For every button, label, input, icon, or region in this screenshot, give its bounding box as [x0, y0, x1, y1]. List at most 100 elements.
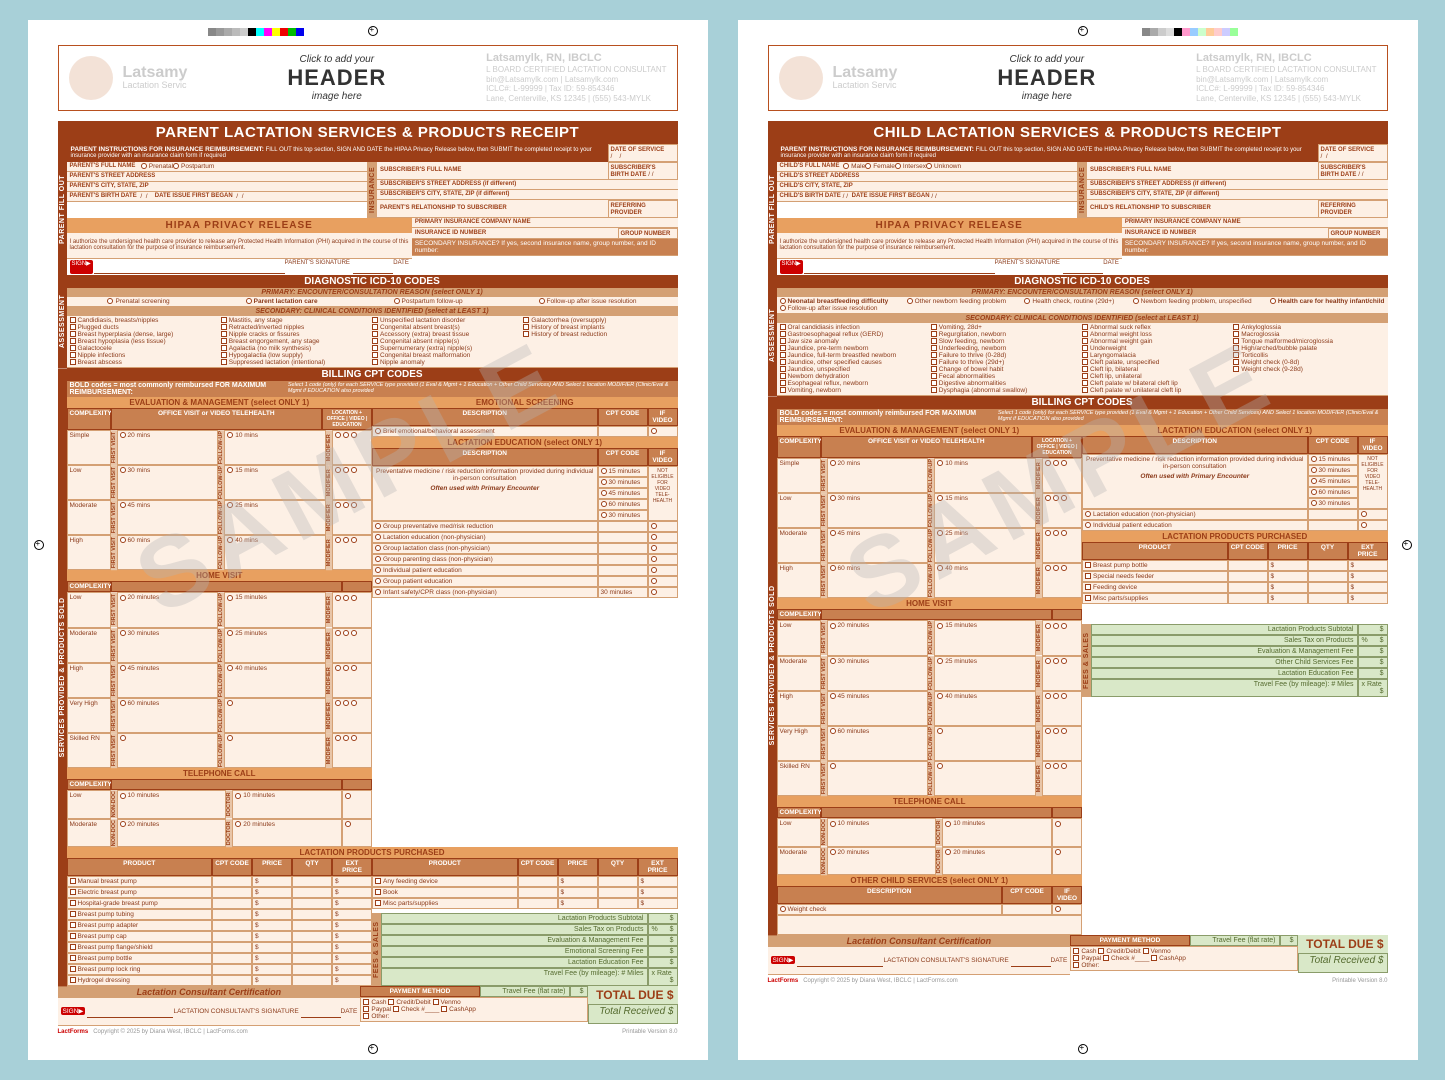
field-row[interactable]: INSURANCE ID NUMBER: [412, 228, 618, 239]
edu-rows: Group preventative med/risk reductionLac…: [372, 521, 678, 598]
sign-icon: SIGN▶: [61, 1007, 86, 1015]
color-bar-right: [1142, 28, 1238, 36]
icd-primary-row[interactable]: Prenatal screening Parent lactation care…: [67, 297, 678, 307]
field-row[interactable]: SUBSCRIBER'S FULL NAME: [377, 162, 608, 180]
icd-title: DIAGNOSTIC ICD-10 CODES: [67, 275, 678, 288]
secondary-ins[interactable]: SECONDARY INSURANCE? If yes, second insu…: [412, 239, 678, 256]
prod-left-table: PRODUCTCPT CODEPRICEQTYEXT PRICEManual b…: [67, 858, 373, 986]
credentials: Latsamylk, RN, IBCLC L BOARD CERTIFIED L…: [486, 52, 666, 104]
vtab-services: SERVICES PROVIDED & PRODUCTS SOLD: [58, 368, 67, 986]
field-row[interactable]: PARENT'S STREET ADDRESS: [67, 172, 368, 182]
reg-mark: [34, 540, 44, 550]
field-row[interactable]: CHILD'S BIRTH DATE / / DATE ISSUE FIRST …: [777, 192, 1078, 202]
cpt-section: SERVICES PROVIDED & PRODUCTS SOLD BILLIN…: [768, 396, 1388, 935]
home-title: HOME VISIT: [67, 570, 373, 581]
logo-icon: [69, 56, 113, 100]
field-row[interactable]: PARENT'S FULL NAME Prenatal Postpartum: [67, 162, 368, 172]
em-rows-c: SimpleFIRST VISIT20 minsFOLLOW-UP10 mins…: [777, 458, 1083, 599]
hipaa-text: I authorize the undersigned health care …: [67, 233, 412, 259]
header-box[interactable]: Latsamy Lactation Servic Click to add yo…: [768, 45, 1388, 111]
parent-signature[interactable]: [94, 260, 284, 274]
date-of-service[interactable]: DATE OF SERVICE/ /: [1318, 144, 1388, 162]
icd-child-col-3: AnkyloglossiaMacroglossiaTongue malforme…: [1233, 324, 1384, 373]
logo-icon: [779, 56, 823, 100]
icd-col-2: Unspecified lactation disorderCongenital…: [372, 317, 523, 366]
home-rows-c: COMPLEXITYLowFIRST VISIT20 minutesFOLLOW…: [777, 609, 1083, 796]
total-due: TOTAL DUE $: [588, 986, 678, 1004]
fees-rows-child: Lactation Products Subtotal$Sales Tax on…: [1091, 624, 1388, 697]
reg-mark: [1078, 26, 1088, 36]
reg-mark: [368, 1044, 378, 1054]
cpt-note: BOLD codes = most commonly reimbursed FO…: [67, 381, 678, 397]
referring[interactable]: REFERRING PROVIDER: [608, 200, 678, 218]
page-title: PARENT LACTATION SERVICES & PRODUCTS REC…: [58, 121, 678, 144]
field-row[interactable]: SUBSCRIBER'S CITY, STATE, ZIP (if differ…: [377, 190, 678, 200]
vtab-insurance: INSURANCE: [1078, 162, 1087, 218]
payment-options[interactable]: Cash Credit/Debit Venmo Paypal Check #__…: [360, 997, 587, 1022]
hipaa-title: HIPAA PRIVACY RELEASE: [67, 218, 412, 233]
instructions: PARENT INSTRUCTIONS FOR INSURANCE REIMBU…: [67, 144, 608, 162]
icd-primary: PRIMARY: ENCOUNTER/CONSULTATION REASON (…: [67, 288, 678, 297]
field-row[interactable]: PARENT'S BIRTH DATE / / DATE ISSUE FIRST…: [67, 192, 368, 202]
child-sheet: SAMPLE Latsamy Lactation Servic Click to…: [738, 20, 1418, 1060]
icd-conditions[interactable]: Candidiasis, breasts/nipplesPlugged duct…: [67, 316, 678, 368]
emo-row[interactable]: Brief emotional/behavioral assessment: [372, 426, 598, 437]
edu-title: LACTATION EDUCATION (select ONLY 1): [372, 437, 678, 448]
icd-child-col-0: Oral candidiasis infectionGastroesophage…: [780, 324, 931, 394]
instructions: PARENT INSTRUCTIONS FOR INSURANCE REIMBU…: [777, 144, 1318, 162]
sign-date[interactable]: [353, 260, 393, 274]
icd-section: ASSESSMENT DIAGNOSTIC ICD-10 CODES PRIMA…: [768, 275, 1388, 396]
group-number[interactable]: GROUP NUMBER: [618, 228, 678, 239]
field-row[interactable]: PRIMARY INSURANCE COMPANY NAME: [412, 218, 678, 228]
header-box[interactable]: Latsamy Lactation Servic Click to add yo…: [58, 45, 678, 111]
total-received: Total Received $: [588, 1004, 678, 1024]
page-title: CHILD LACTATION SERVICES & PRODUCTS RECE…: [768, 121, 1388, 144]
footer: LactForms Copyright © 2025 by Diana West…: [768, 978, 1388, 984]
em-title: EVALUATION & MANAGEMENT (select ONLY 1): [67, 397, 373, 408]
brand: Latsamy Lactation Servic: [833, 65, 898, 90]
reg-mark: [1078, 1044, 1088, 1054]
sign-icon: SIGN▶: [70, 260, 93, 274]
vtab-assessment: ASSESSMENT: [768, 275, 777, 396]
vtab-insurance: INSURANCE: [368, 162, 377, 218]
sub-birth[interactable]: SUBSCRIBER'S BIRTH DATE / /: [608, 162, 678, 180]
header-prompt: Click to add your HEADER image here: [197, 54, 476, 102]
cpt-title: BILLING CPT CODES: [67, 368, 678, 381]
credentials: Latsamylk, RN, IBCLC L BOARD CERTIFIED L…: [1196, 52, 1376, 104]
date-of-service[interactable]: DATE OF SERVICE/ /: [608, 144, 678, 162]
brand: Latsamy Lactation Servic: [123, 65, 188, 90]
color-bar-left: [208, 28, 304, 36]
reg-mark: [1402, 540, 1412, 550]
tel-rows-c: COMPLEXITYLowNON-DOC10 minutesDOCTOR10 m…: [777, 807, 1083, 875]
icd-child-col-1: Vomiting, 28d+Regurgitation, newbornSlow…: [931, 324, 1082, 394]
field-row[interactable]: PARENT'S RELATIONSHIP TO SUBSCRIBER: [377, 200, 608, 218]
cert-date[interactable]: [301, 1004, 341, 1018]
prod-child-table: PRODUCTCPT CODEPRICEQTYEXT PRICEBreast p…: [1082, 542, 1388, 604]
emo-title: EMOTIONAL SCREENING: [372, 397, 678, 408]
parent-sheet: SAMPLE Latsamy Lactation Servic Click to…: [28, 20, 708, 1060]
field-row[interactable]: SUBSCRIBER'S STREET ADDRESS (if differen…: [377, 180, 678, 190]
edu-rows-c: Lactation education (non-physician)Indiv…: [1082, 509, 1388, 531]
icd-secondary: SECONDARY: CLINICAL CONDITIONS IDENTIFIE…: [67, 307, 678, 316]
cert-payment: Lactation Consultant Certification SIGN▶…: [768, 935, 1388, 975]
field-row[interactable]: CHILD'S FULL NAME Male Female Intersex U…: [777, 162, 1078, 172]
vtab-parent-fill: PARENT FILL OUT: [58, 144, 67, 275]
prod-title: LACTATION PRODUCTS PURCHASED: [67, 847, 678, 858]
vtab-assessment: ASSESSMENT: [58, 275, 67, 368]
consultant-signature[interactable]: [87, 1004, 173, 1018]
icd-conditions-child[interactable]: Oral candidiasis infectionGastroesophage…: [777, 323, 1388, 396]
field-row[interactable]: PARENT'S CITY, STATE, ZIP: [67, 182, 368, 192]
edu-desc: Preventative medicine / risk reduction i…: [372, 466, 598, 521]
icd-section: ASSESSMENT DIAGNOSTIC ICD-10 CODES PRIMA…: [58, 275, 678, 368]
reg-mark: [368, 26, 378, 36]
icd-col-1: Mastitis, any stageRetracted/inverted ni…: [221, 317, 372, 366]
vtab-parent-fill: PARENT FILL OUT: [768, 144, 777, 275]
field-row[interactable]: CHILD'S STREET ADDRESS: [777, 172, 1078, 182]
field-row[interactable]: CHILD'S CITY, STATE, ZIP: [777, 182, 1078, 192]
cert-title: Lactation Consultant Certification: [58, 986, 361, 998]
edu-times-c: 15 minutes30 minutes45 minutes60 minutes…: [1308, 454, 1358, 509]
cpt-section: SERVICES PROVIDED & PRODUCTS SOLD BILLIN…: [58, 368, 678, 986]
icd-col-3: Galactorrhea (oversupply)History of brea…: [523, 317, 674, 338]
icd-primary-row[interactable]: Neonatal breastfeeding difficulty Other …: [777, 297, 1388, 314]
hipaa-title: HIPAA PRIVACY RELEASE: [777, 218, 1122, 233]
